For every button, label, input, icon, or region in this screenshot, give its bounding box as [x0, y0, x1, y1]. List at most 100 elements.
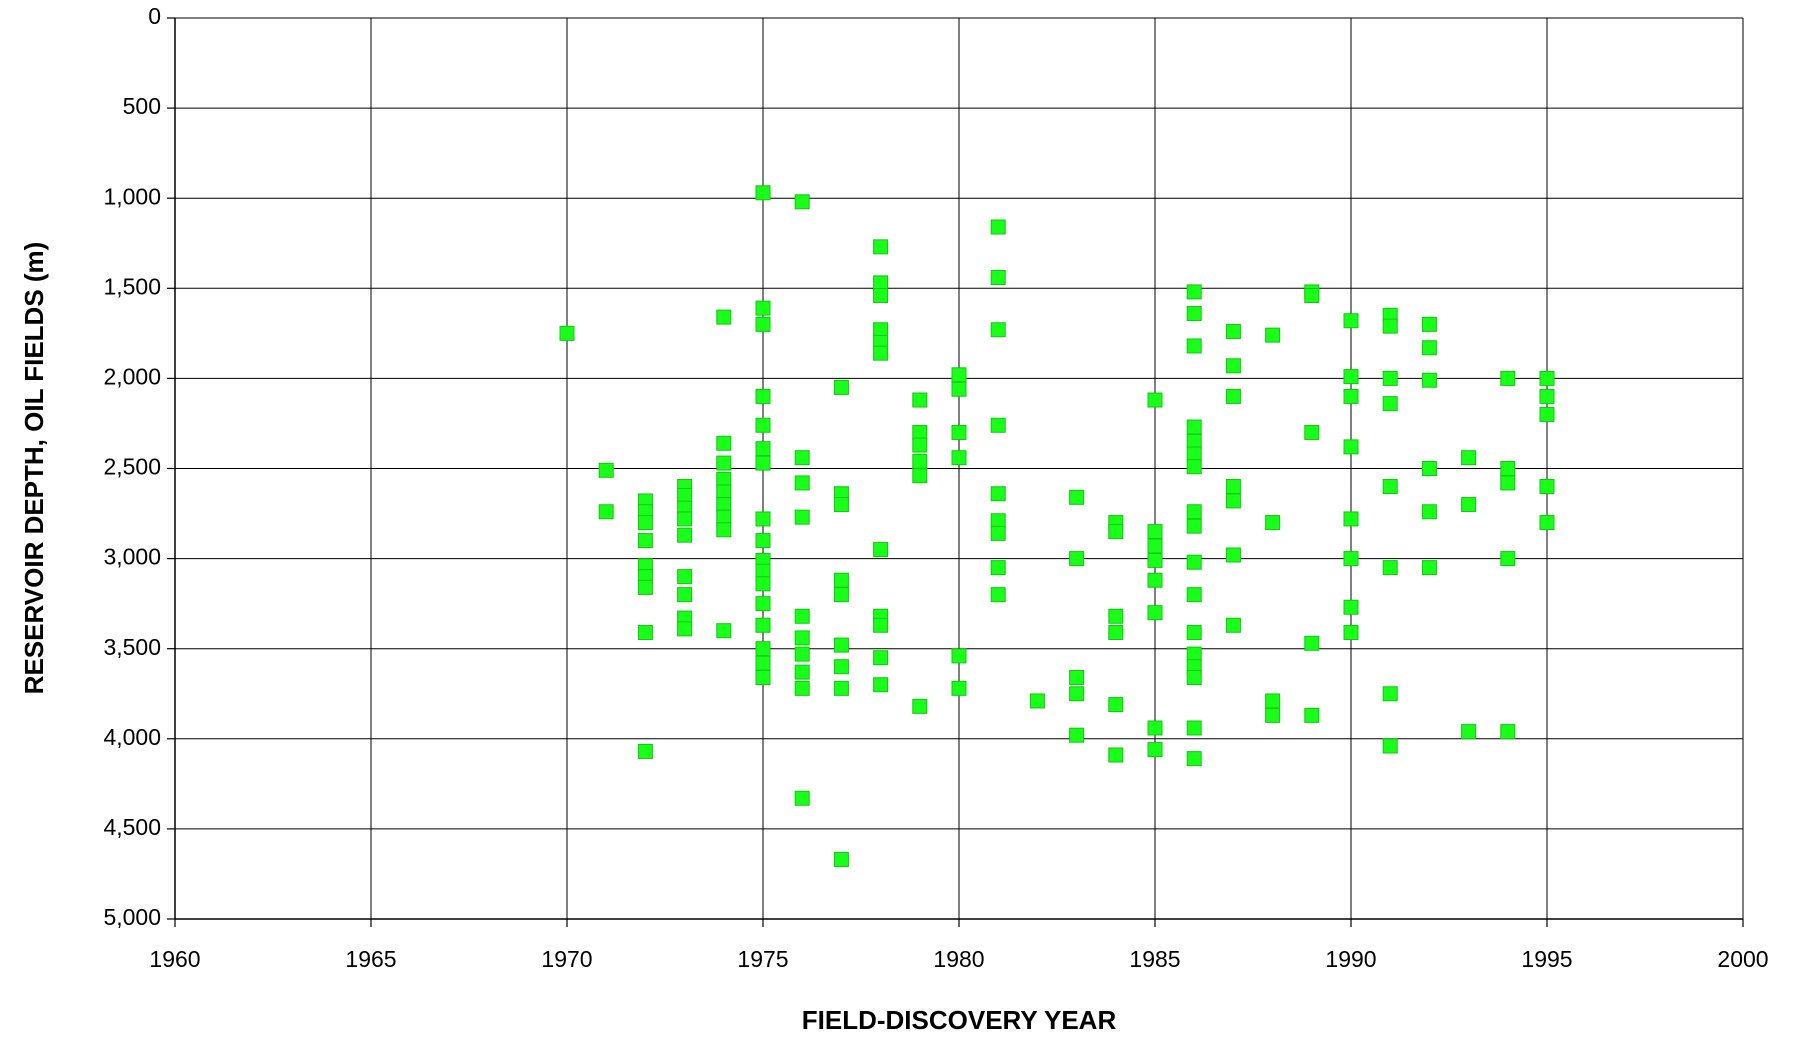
scatter-point: [1265, 707, 1281, 723]
scatter-point: [794, 450, 810, 466]
scatter-point: [716, 455, 732, 471]
scatter-point: [755, 641, 771, 657]
scatter-point: [873, 677, 889, 693]
y-tick-label: 1,500: [103, 273, 161, 299]
scatter-point: [1147, 552, 1163, 568]
scatter-point: [1147, 538, 1163, 554]
scatter-point: [1147, 605, 1163, 621]
y-tick-label: 1,000: [103, 183, 161, 209]
scatter-point: [755, 596, 771, 612]
scatter-point: [1304, 288, 1320, 304]
scatter-point: [873, 322, 889, 338]
scatter-point: [1461, 450, 1477, 466]
scatter-point: [794, 630, 810, 646]
scatter-point: [1421, 340, 1437, 356]
scatter-point: [794, 509, 810, 525]
scatter-point: [990, 587, 1006, 603]
scatter-point: [1304, 635, 1320, 651]
scatter-point: [912, 698, 928, 714]
scatter-point: [1069, 686, 1085, 702]
scatter-point: [1147, 742, 1163, 758]
scatter-point: [1539, 388, 1555, 404]
scatter-point: [677, 527, 693, 543]
scatter-point: [1461, 497, 1477, 513]
scatter-point: [873, 542, 889, 558]
scatter-point: [1500, 724, 1516, 740]
scatter-point: [1500, 475, 1516, 491]
scatter-point: [1265, 515, 1281, 531]
scatter-point: [755, 670, 771, 686]
scatter-point: [794, 680, 810, 696]
scatter-point: [677, 569, 693, 585]
scatter-point: [1343, 388, 1359, 404]
scatter-point: [1225, 547, 1241, 563]
scatter-point: [1186, 720, 1202, 736]
scatter-point: [1225, 493, 1241, 509]
scatter-point: [912, 453, 928, 469]
scatter-point: [1225, 479, 1241, 495]
x-tick-label: 1985: [1129, 946, 1180, 972]
y-tick-label: 5,000: [103, 904, 161, 930]
scatter-point: [1421, 372, 1437, 388]
scatter-point: [990, 269, 1006, 285]
scatter-point: [833, 852, 849, 868]
scatter-point: [990, 513, 1006, 529]
x-tick-label: 1990: [1325, 946, 1376, 972]
x-axis-title: FIELD-DISCOVERY YEAR: [802, 1005, 1117, 1035]
scatter-point: [1343, 439, 1359, 455]
scatter-point: [755, 617, 771, 633]
scatter-point: [1147, 392, 1163, 408]
y-tick-label: 3,500: [103, 634, 161, 660]
scatter-point: [1029, 693, 1045, 709]
scatter-point: [794, 608, 810, 624]
scatter-point: [1108, 697, 1124, 713]
x-tick-label: 1995: [1521, 946, 1572, 972]
scatter-point: [677, 621, 693, 637]
scatter-point: [637, 624, 653, 640]
scatter-point: [1382, 396, 1398, 412]
scatter-point: [1382, 318, 1398, 334]
scatter-point: [716, 435, 732, 451]
scatter-point: [677, 511, 693, 527]
scatter-point: [833, 587, 849, 603]
scatter-point: [1343, 551, 1359, 567]
scatter-point: [794, 646, 810, 662]
scatter-point: [1421, 461, 1437, 476]
scatter-point: [1225, 324, 1241, 340]
scatter-point: [873, 650, 889, 666]
scatter-point: [1069, 489, 1085, 505]
scatter-point: [637, 515, 653, 531]
scatter-point: [1304, 707, 1320, 723]
scatter-point: [755, 417, 771, 433]
scatter-point: [990, 560, 1006, 576]
scatter-point: [1500, 370, 1516, 386]
y-tick-label: 500: [123, 93, 161, 119]
scatter-point: [559, 325, 575, 341]
scatter-point: [990, 525, 1006, 541]
scatter-point: [951, 648, 967, 664]
scatter-point: [755, 511, 771, 527]
scatter-point: [1069, 551, 1085, 567]
scatter-point: [912, 424, 928, 440]
x-tick-label: 2000: [1717, 946, 1768, 972]
scatter-point: [755, 300, 771, 316]
scatter-point: [1147, 720, 1163, 736]
scatter-point: [677, 488, 693, 504]
y-axis-title: RESERVOIR DEPTH, OIL FIELDS (m): [19, 242, 49, 695]
scatter-point: [755, 576, 771, 592]
scatter-point: [755, 455, 771, 471]
scatter-point: [716, 497, 732, 513]
scatter-point: [1186, 751, 1202, 767]
scatter-point: [912, 437, 928, 453]
scatter-point: [1382, 479, 1398, 495]
scatter-point: [755, 316, 771, 332]
scatter-point: [1186, 646, 1202, 662]
scatter-point: [755, 655, 771, 671]
scatter-point: [833, 680, 849, 696]
scatter-point: [755, 441, 771, 457]
scatter-point: [637, 579, 653, 595]
scatter-point: [1186, 338, 1202, 354]
scatter-point: [1186, 587, 1202, 603]
scatter-point: [1343, 313, 1359, 329]
